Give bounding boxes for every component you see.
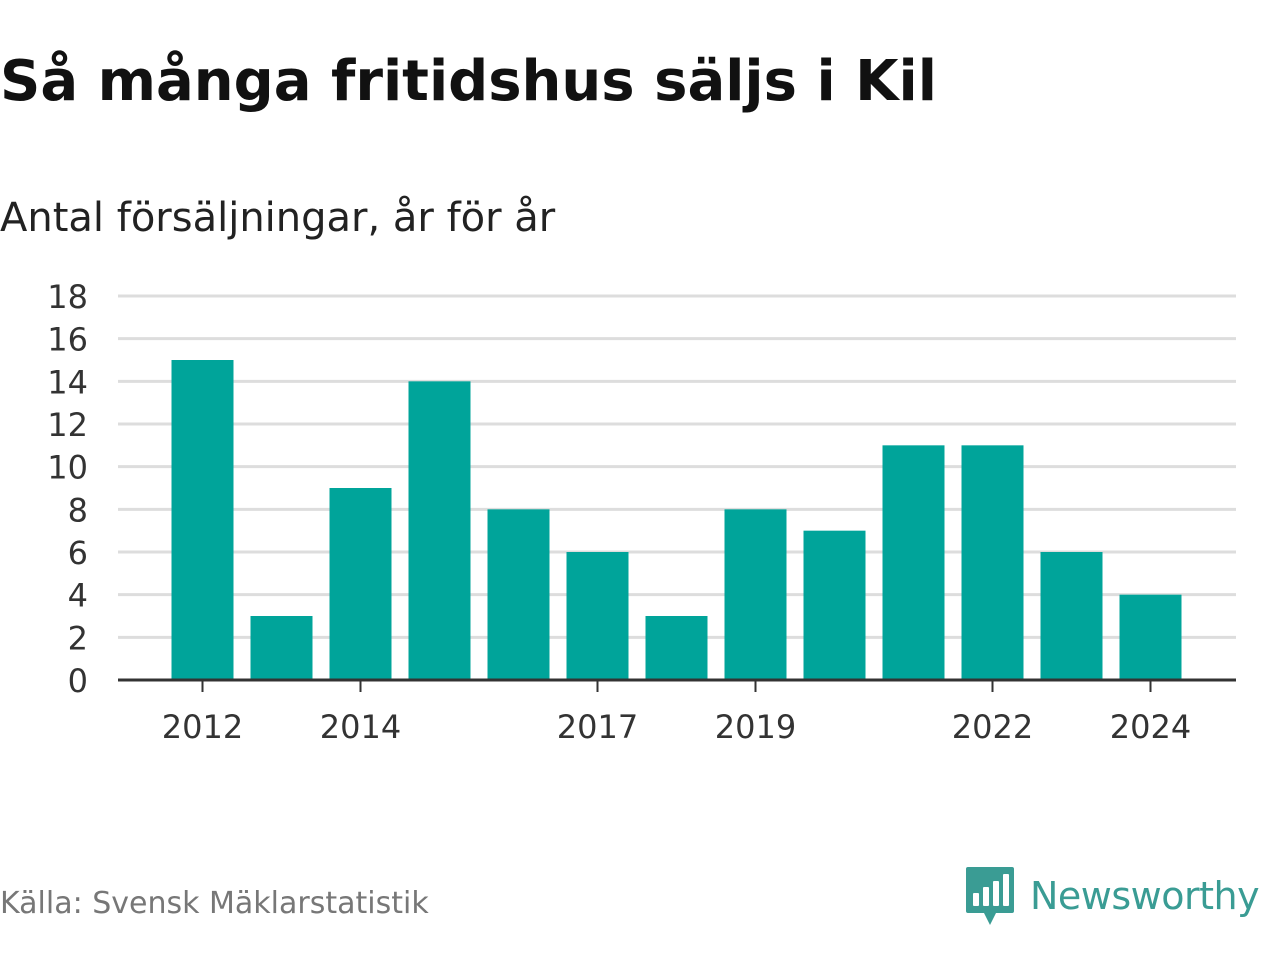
- chart-subtitle: Antal försäljningar, år för år: [0, 195, 556, 241]
- y-tick-label: 16: [47, 321, 88, 359]
- y-tick-label: 12: [47, 406, 88, 444]
- bar-2013: [250, 616, 313, 680]
- x-tick-label: 2017: [557, 708, 638, 746]
- y-tick-label: 0: [68, 662, 88, 700]
- bar-2023: [1040, 552, 1103, 680]
- x-tick-label: 2024: [1110, 708, 1191, 746]
- bar-2018: [645, 616, 708, 680]
- newsworthy-logo-icon: [966, 867, 1014, 925]
- y-axis-ticks: 0 2 4 6 8 10 12 14 16 18: [47, 278, 88, 700]
- y-tick-label: 6: [68, 534, 88, 572]
- x-tick-label: 2014: [320, 708, 401, 746]
- bar-2019: [724, 509, 787, 680]
- y-tick-label: 4: [68, 577, 88, 615]
- bars: [171, 360, 1182, 680]
- bar-2017: [566, 552, 629, 680]
- chart-title: Så många fritidshus säljs i Kil: [0, 49, 937, 114]
- gridlines: [118, 294, 1236, 639]
- y-tick-label: 18: [47, 278, 88, 316]
- y-tick-label: 10: [47, 449, 88, 487]
- x-tick-label: 2022: [952, 708, 1033, 746]
- bar-2016: [487, 509, 550, 680]
- x-axis-ticks: 2012 2014 2017 2019 2022 2024: [162, 680, 1191, 746]
- x-tick-label: 2012: [162, 708, 243, 746]
- bar-2015: [408, 381, 471, 680]
- source-note: Källa: Svensk Mäklarstatistik: [0, 886, 429, 921]
- bar-2021: [882, 445, 945, 680]
- bar-2024: [1119, 594, 1182, 680]
- bar-2012: [171, 360, 234, 680]
- bar-2014: [329, 488, 392, 680]
- y-tick-label: 14: [47, 363, 88, 401]
- brand-name: Newsworthy: [1030, 874, 1260, 918]
- brand-logo: Newsworthy: [964, 864, 1260, 928]
- bar-2022: [961, 445, 1024, 680]
- y-tick-label: 8: [68, 491, 88, 529]
- x-tick-label: 2019: [715, 708, 796, 746]
- bar-2020: [803, 530, 866, 680]
- y-tick-label: 2: [68, 619, 88, 657]
